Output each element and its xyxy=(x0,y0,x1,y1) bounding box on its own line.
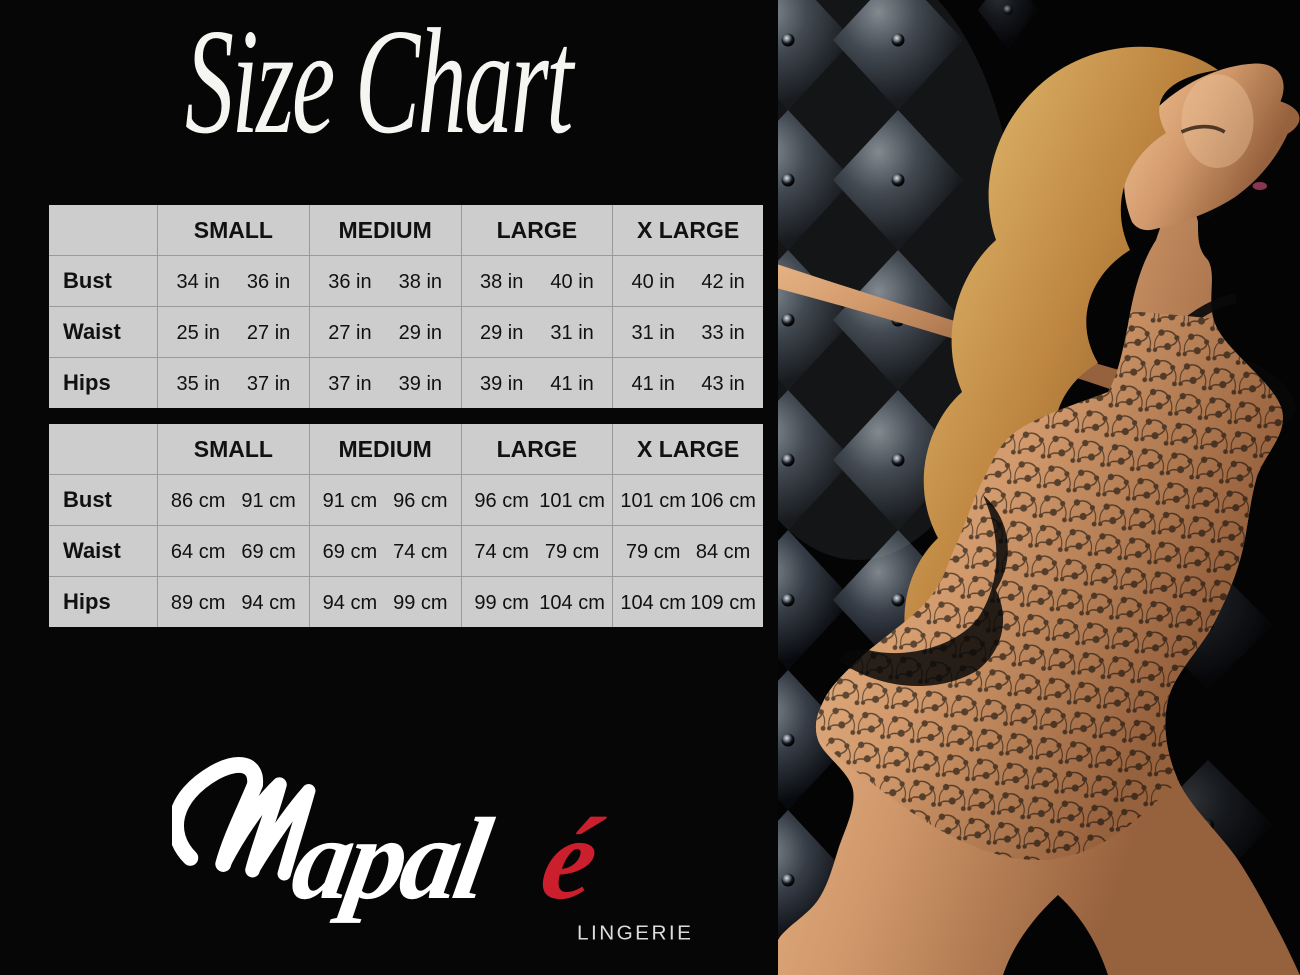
svg-text:é: é xyxy=(533,794,611,924)
svg-text:apal: apal xyxy=(284,794,501,924)
svg-text:LINGERIE: LINGERIE xyxy=(577,922,693,945)
